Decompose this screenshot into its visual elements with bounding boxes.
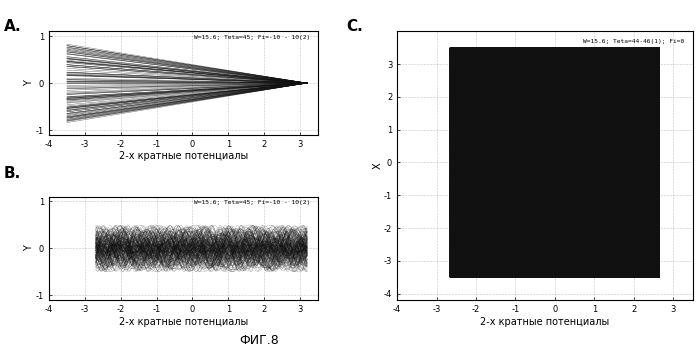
- Text: W=15.6; Teta=45; Fi=-10 - 10(2): W=15.6; Teta=45; Fi=-10 - 10(2): [194, 35, 310, 39]
- Text: ФИГ.8: ФИГ.8: [239, 334, 279, 347]
- Y-axis label: Y: Y: [25, 80, 34, 86]
- Y-axis label: Y: Y: [25, 246, 34, 251]
- X-axis label: 2-х кратные потенциалы: 2-х кратные потенциалы: [119, 151, 248, 161]
- Text: B.: B.: [4, 166, 21, 181]
- Text: C.: C.: [346, 19, 363, 34]
- X-axis label: 2-х кратные потенциалы: 2-х кратные потенциалы: [480, 317, 610, 327]
- Text: W=15.6; Teta=44-46(1); Fi=0: W=15.6; Teta=44-46(1); Fi=0: [583, 39, 684, 44]
- Text: W=15.6; Teta=45; Fi=-10 - 10(2): W=15.6; Teta=45; Fi=-10 - 10(2): [194, 200, 310, 205]
- X-axis label: 2-х кратные потенциалы: 2-х кратные потенциалы: [119, 317, 248, 327]
- Y-axis label: X: X: [372, 163, 382, 169]
- Text: A.: A.: [4, 19, 21, 34]
